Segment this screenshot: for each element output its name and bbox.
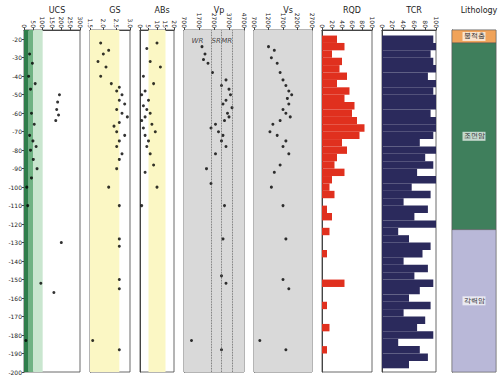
svg-text:2.0: 2.0 (100, 18, 107, 28)
svg-text:250: 250 (67, 17, 74, 29)
svg-text:-50: -50 (12, 91, 22, 98)
svg-text:300: 300 (77, 17, 84, 29)
svg-text:3.0: 3.0 (127, 18, 134, 28)
svg-text:2700: 2700 (211, 13, 218, 28)
svg-text:1700: 1700 (196, 13, 203, 28)
svg-text:SR: SR (212, 37, 221, 45)
svg-text:100: 100 (433, 17, 440, 29)
svg-text:4700: 4700 (241, 13, 248, 28)
svg-text:200: 200 (58, 17, 65, 29)
svg-text:0: 0 (379, 24, 386, 28)
svg-text:-80: -80 (12, 147, 22, 154)
svg-text:5: 5 (145, 24, 152, 28)
svg-text:2200: 2200 (294, 13, 301, 28)
svg-text:2.5: 2.5 (113, 18, 120, 28)
svg-text:700: 700 (181, 17, 188, 29)
svg-text:20: 20 (389, 20, 396, 28)
svg-text:Vp: Vp (214, 6, 225, 15)
svg-text:-100: -100 (8, 184, 22, 191)
svg-text:-160: -160 (8, 295, 22, 302)
svg-text:Vs: Vs (283, 6, 293, 15)
svg-text:80: 80 (359, 20, 366, 28)
svg-text:-120: -120 (8, 221, 22, 228)
svg-text:150: 150 (49, 17, 56, 29)
svg-text:-200: -200 (8, 369, 22, 375)
svg-text:700: 700 (251, 17, 258, 29)
svg-text:-70: -70 (12, 128, 22, 135)
svg-text:GS: GS (109, 6, 120, 15)
svg-text:60: 60 (349, 20, 356, 28)
svg-text:0: 0 (137, 24, 144, 28)
svg-text:MR: MR (221, 37, 232, 45)
svg-text:각력암: 각력암 (464, 297, 485, 305)
svg-text:붕적층: 붕적층 (464, 32, 485, 40)
svg-text:-150: -150 (8, 276, 22, 283)
svg-text:-30: -30 (12, 54, 22, 61)
svg-text:1200: 1200 (265, 13, 272, 28)
svg-text:20: 20 (171, 20, 178, 28)
svg-text:-60: -60 (12, 110, 22, 117)
svg-text:40: 40 (400, 20, 407, 28)
svg-text:20: 20 (329, 20, 336, 28)
svg-text:TCR: TCR (405, 6, 422, 15)
svg-text:-130: -130 (8, 239, 22, 246)
svg-text:50: 50 (30, 20, 37, 28)
svg-text:-190: -190 (8, 350, 22, 357)
svg-text:60: 60 (411, 20, 418, 28)
svg-text:3700: 3700 (226, 13, 233, 28)
svg-text:100: 100 (39, 17, 46, 29)
svg-text:UCS: UCS (49, 6, 66, 15)
svg-text:10: 10 (154, 20, 161, 28)
svg-text:RQD: RQD (343, 6, 361, 15)
svg-text:Lithology: Lithology (461, 6, 498, 15)
svg-text:40: 40 (339, 20, 346, 28)
svg-text:15: 15 (162, 20, 169, 28)
svg-text:-40: -40 (12, 73, 22, 80)
svg-text:-20: -20 (12, 36, 22, 43)
svg-text:조면암: 조면암 (464, 132, 485, 140)
svg-text:-170: -170 (8, 313, 22, 320)
svg-text:0: 0 (21, 24, 28, 28)
svg-text:-140: -140 (8, 258, 22, 265)
svg-text:-90: -90 (12, 165, 22, 172)
svg-text:ABs: ABs (154, 6, 169, 15)
svg-text:1700: 1700 (280, 13, 287, 28)
svg-text:80: 80 (422, 20, 429, 28)
svg-text:1.5: 1.5 (87, 18, 94, 28)
svg-text:2700: 2700 (309, 13, 316, 28)
svg-text:100: 100 (369, 17, 376, 29)
svg-text:0: 0 (319, 24, 326, 28)
svg-text:WR: WR (192, 37, 204, 45)
svg-text:-110: -110 (8, 202, 22, 209)
svg-text:-180: -180 (8, 332, 22, 339)
